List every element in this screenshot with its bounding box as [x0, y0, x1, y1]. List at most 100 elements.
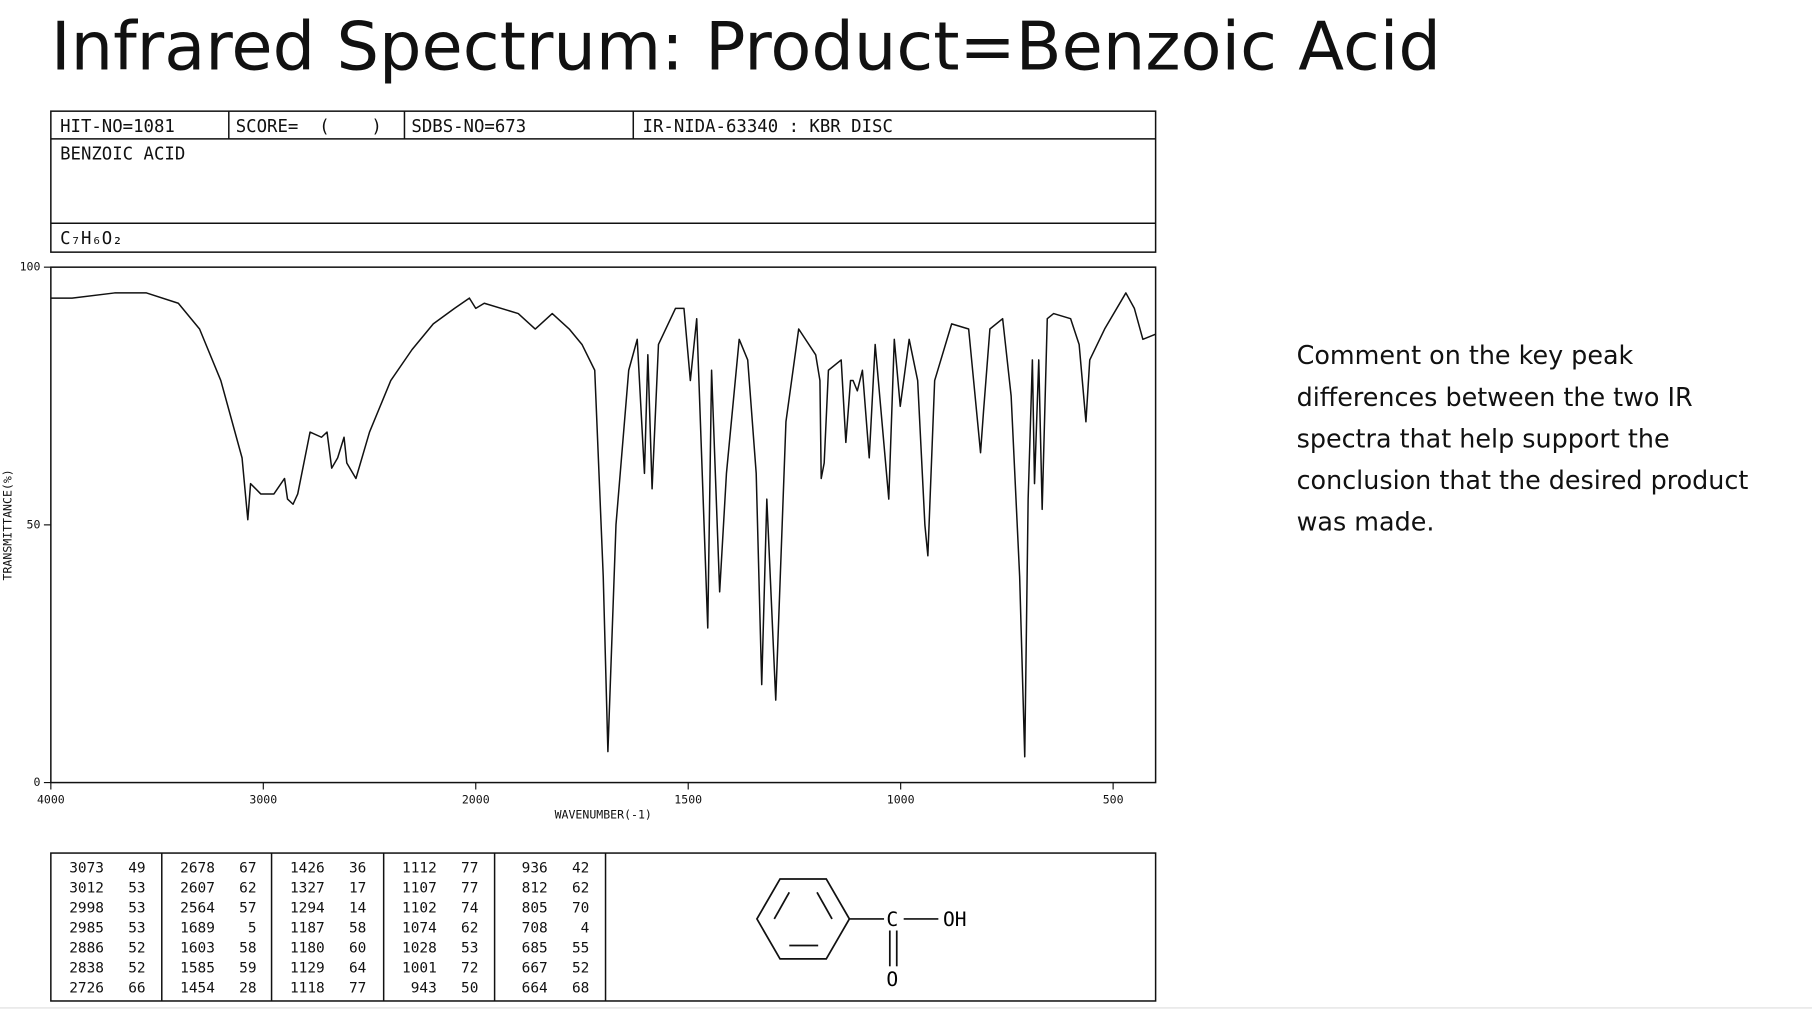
peak-wavenumber: 1585 [180, 961, 215, 977]
peak-wavenumber: 1112 [402, 861, 437, 877]
peak-wavenumber: 667 [522, 961, 548, 977]
peak-transmittance: 28 [239, 981, 256, 997]
compound-name: BENZOIC ACID [60, 145, 185, 165]
peak-transmittance: 53 [128, 881, 145, 897]
peak-wavenumber: 1107 [402, 881, 437, 897]
peak-wavenumber: 685 [522, 941, 548, 957]
y-axis-label: TRANSMITTANCE(%) [1, 469, 15, 580]
peak-wavenumber: 943 [411, 981, 437, 997]
peak-wavenumber: 1028 [402, 941, 437, 957]
peak-table-box [50, 852, 1157, 1002]
peak-wavenumber: 1603 [180, 941, 215, 957]
peak-wavenumber: 2886 [69, 941, 104, 957]
plot: 0 50 100 4000 3000 2000 1500 1000 500 WAVENUMBER(… [1, 260, 1156, 821]
peak-wavenumber: 1129 [290, 961, 325, 977]
comment-line: was made. [1297, 507, 1435, 537]
ir-id: IR-NIDA-63340 : KBR DISC [643, 117, 893, 137]
y-tick-label: 50 [27, 517, 41, 531]
peak-transmittance: 49 [128, 861, 145, 877]
peak-transmittance: 58 [349, 921, 366, 937]
carbon-label: C [886, 908, 898, 931]
comment-line: spectra that help support the [1297, 423, 1670, 453]
peak-transmittance: 58 [239, 941, 256, 957]
oxygen-label: O [886, 968, 898, 991]
hydroxyl-label: OH [943, 908, 967, 931]
x-tick-label: 1500 [674, 792, 702, 806]
comment-line: Comment on the key peak [1297, 340, 1634, 370]
y-tick-label: 0 [33, 775, 40, 789]
peak-wavenumber: 3012 [69, 881, 104, 897]
peak-wavenumber: 2838 [69, 961, 104, 977]
peak-wavenumber: 3073 [69, 861, 104, 877]
peak-wavenumber: 664 [522, 981, 548, 997]
peak-transmittance: 68 [572, 981, 589, 997]
x-tick-label: 1000 [887, 792, 915, 806]
peak-transmittance: 17 [349, 881, 366, 897]
peak-wavenumber: 1187 [290, 921, 325, 937]
peak-transmittance: 53 [461, 941, 478, 957]
peak-transmittance: 77 [349, 981, 366, 997]
peak-transmittance: 36 [349, 861, 366, 877]
peak-transmittance: 62 [461, 921, 478, 937]
peak-table: 3073 49 3012 53 2998 53 2985 53 2886 52 2838 52 2726… [69, 861, 589, 997]
peak-transmittance: 42 [572, 861, 589, 877]
peak-transmittance: 62 [572, 881, 589, 897]
peak-transmittance: 64 [349, 961, 366, 977]
peak-transmittance: 66 [128, 981, 145, 997]
peak-transmittance: 70 [572, 901, 589, 917]
peak-transmittance: 50 [461, 981, 478, 997]
peak-wavenumber: 1426 [290, 861, 325, 877]
formula: C₇H₆O₂ [60, 229, 123, 249]
peak-wavenumber: 812 [522, 881, 548, 897]
comment: Comment on the key peak differences betwe… [1297, 340, 1749, 536]
peak-transmittance: 74 [461, 901, 478, 917]
peak-transmittance: 52 [572, 961, 589, 977]
peak-transmittance: 55 [572, 941, 589, 957]
comment-line: differences between the two IR [1297, 382, 1693, 412]
peak-wavenumber: 1327 [290, 881, 325, 897]
peak-transmittance: 52 [128, 961, 145, 977]
peak-transmittance: 4 [581, 921, 590, 937]
header-box [50, 110, 1157, 253]
peak-wavenumber: 936 [522, 861, 548, 877]
peak-wavenumber: 2564 [180, 901, 215, 917]
x-tick-label: 2000 [462, 792, 490, 806]
peak-transmittance: 77 [461, 861, 478, 877]
peak-wavenumber: 2678 [180, 861, 215, 877]
comment-line: conclusion that the desired product [1297, 465, 1749, 495]
slide-title: Infrared Spectrum: Product=Benzoic Acid [51, 8, 1441, 86]
peak-wavenumber: 2607 [180, 881, 215, 897]
peak-wavenumber: 1180 [290, 941, 325, 957]
x-tick-label: 500 [1103, 792, 1124, 806]
peak-transmittance: 59 [239, 961, 256, 977]
peak-transmittance: 57 [239, 901, 256, 917]
peak-wavenumber: 1294 [290, 901, 325, 917]
peak-wavenumber: 1074 [402, 921, 437, 937]
plot-frame [50, 266, 1157, 784]
x-tick-label: 4000 [37, 792, 65, 806]
peak-wavenumber: 1118 [290, 981, 325, 997]
spectrum-line [50, 292, 1156, 758]
peak-transmittance: 14 [349, 901, 366, 917]
peak-transmittance: 60 [349, 941, 366, 957]
peak-transmittance: 53 [128, 901, 145, 917]
sdbs-number: SDBS-NO=673 [411, 117, 526, 137]
peak-transmittance: 72 [461, 961, 478, 977]
benzene-ring [755, 878, 939, 967]
peak-wavenumber: 1454 [180, 981, 215, 997]
peak-transmittance: 5 [248, 921, 257, 937]
hit-number: HIT-NO=1081 [60, 117, 175, 137]
peak-wavenumber: 2726 [69, 981, 104, 997]
peak-transmittance: 77 [461, 881, 478, 897]
peak-wavenumber: 805 [522, 901, 548, 917]
x-axis-label: WAVENUMBER(-1) [555, 807, 652, 821]
score: SCORE= ( ) [236, 117, 382, 137]
peak-wavenumber: 1001 [402, 961, 437, 977]
x-tick-label: 3000 [249, 792, 277, 806]
peak-wavenumber: 708 [522, 921, 548, 937]
peak-wavenumber: 2985 [69, 921, 104, 937]
peak-transmittance: 53 [128, 921, 145, 937]
peak-transmittance: 67 [239, 861, 256, 877]
